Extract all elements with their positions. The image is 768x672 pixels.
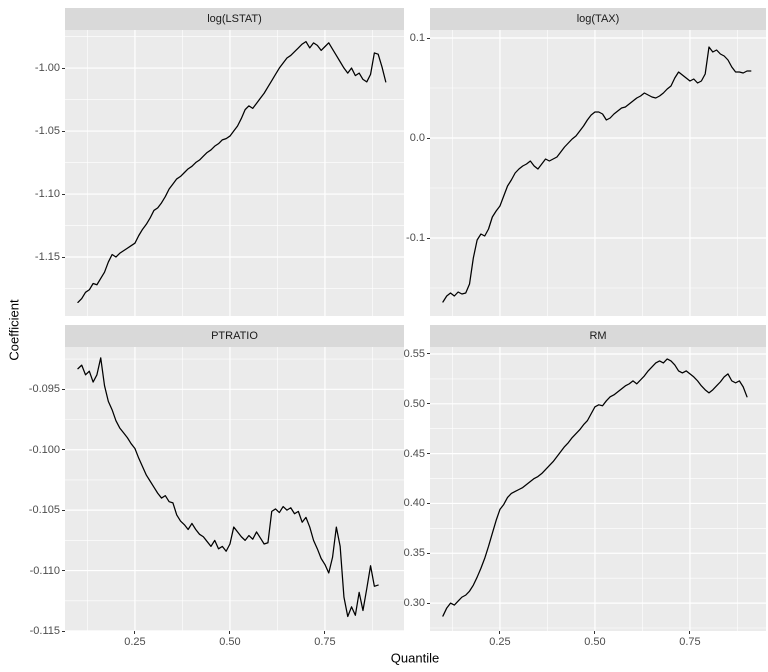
y-tick-label: 0.55 [403, 347, 425, 360]
y-tick-mark [427, 137, 430, 139]
x-tick-label: 0.25 [124, 636, 146, 648]
y-tick-mark [62, 67, 65, 69]
panel-log-lstat [65, 30, 404, 316]
y-tick-mark [62, 256, 65, 258]
y-tick-label: -1.05 [34, 125, 60, 138]
x-tick-mark [594, 631, 596, 634]
panel-svg [430, 30, 766, 316]
x-tick-mark [229, 631, 231, 634]
x-tick-mark [134, 631, 136, 634]
y-tick-mark [427, 602, 430, 604]
y-tick-mark [427, 552, 430, 554]
y-tick-label: 0.40 [403, 497, 425, 510]
y-tick-mark [62, 570, 65, 572]
y-tick-label: -0.100 [28, 443, 60, 456]
y-tick-mark [62, 130, 65, 132]
y-tick-label: 0.50 [403, 397, 425, 410]
facet-strip-rm: RM [430, 325, 766, 347]
x-tick-mark [499, 631, 501, 634]
facet-strip-log-tax: log(TAX) [430, 8, 766, 30]
y-tick-label: 0.1 [409, 32, 425, 44]
y-tick-label: -0.110 [29, 564, 60, 577]
y-tick-label: -0.115 [29, 625, 60, 637]
y-tick-label: 0.45 [403, 447, 425, 460]
y-tick-mark [427, 453, 430, 455]
y-tick-mark [62, 388, 65, 390]
y-tick-label: 0.35 [403, 547, 425, 560]
coefficient-line [442, 358, 748, 617]
coefficient-line [77, 40, 387, 304]
y-tick-label: 0.0 [409, 132, 425, 144]
y-tick-mark [62, 630, 65, 632]
coefficient-line [77, 357, 379, 618]
y-tick-mark [427, 403, 430, 405]
y-tick-label: 0.30 [403, 597, 425, 610]
y-tick-label: -1.00 [34, 62, 60, 75]
panel-svg [65, 347, 404, 631]
x-tick-label: 0.50 [584, 636, 606, 648]
x-tick-mark [324, 631, 326, 634]
y-tick-label: -0.105 [28, 504, 60, 517]
panel-svg [430, 347, 766, 631]
y-tick-mark [62, 193, 65, 195]
x-tick-label: 0.25 [489, 636, 511, 648]
x-tick-label: 0.75 [314, 636, 336, 648]
panel-svg [65, 30, 404, 316]
y-tick-mark [427, 502, 430, 504]
y-tick-label: -0.1 [406, 232, 425, 244]
y-tick-mark [427, 353, 430, 355]
coefficient-line [442, 46, 752, 303]
y-tick-label: -1.10 [34, 188, 60, 201]
facet-strip-ptratio: PTRATIO [65, 325, 404, 347]
x-tick-mark [689, 631, 691, 634]
panel-rm [430, 347, 766, 631]
y-tick-label: -0.095 [28, 383, 60, 396]
x-axis-title: Quantile [390, 650, 440, 666]
x-tick-label: 0.75 [679, 636, 701, 648]
y-tick-mark [62, 509, 65, 511]
panel-ptratio [65, 347, 404, 631]
y-tick-mark [427, 237, 430, 239]
y-tick-mark [62, 449, 65, 451]
x-tick-label: 0.50 [219, 636, 241, 648]
y-tick-mark [427, 37, 430, 39]
panel-log-tax [430, 30, 766, 316]
y-tick-label: -1.15 [34, 251, 60, 264]
y-axis-title: Coefficient [6, 299, 22, 361]
facet-strip-log-lstat: log(LSTAT) [65, 8, 404, 30]
